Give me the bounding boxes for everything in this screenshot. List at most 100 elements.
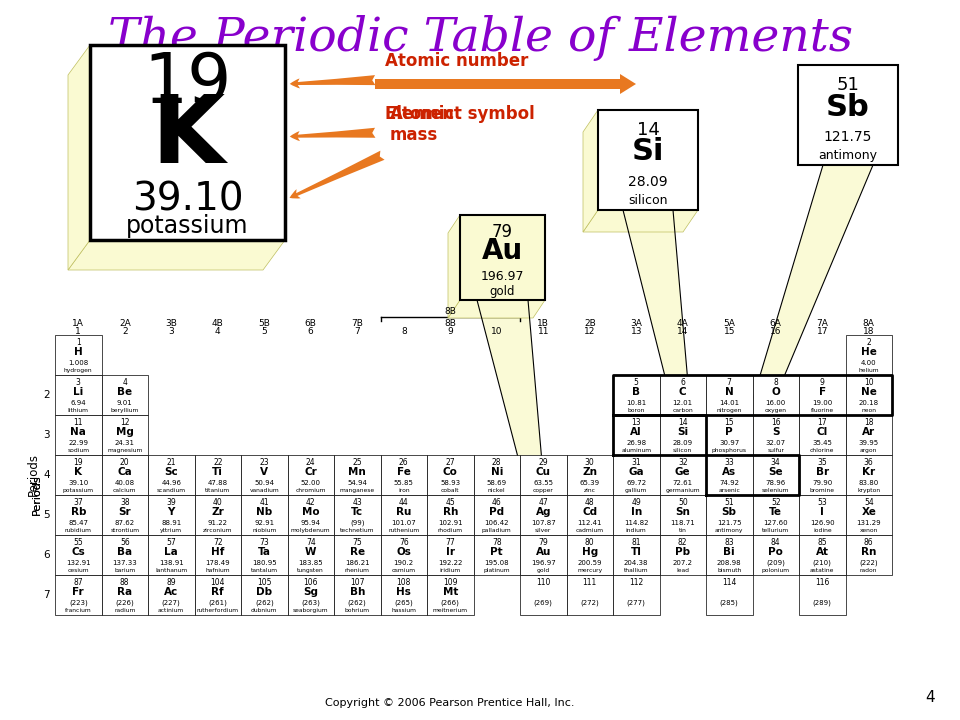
Text: gold: gold	[490, 285, 516, 298]
Text: Nb: Nb	[256, 507, 273, 517]
Text: 12: 12	[120, 418, 130, 427]
Text: osmium: osmium	[392, 567, 416, 572]
Text: 207.2: 207.2	[673, 560, 693, 566]
Text: 28: 28	[492, 458, 501, 467]
Text: Li: Li	[73, 387, 84, 397]
Text: Te: Te	[769, 507, 782, 517]
Text: 110: 110	[536, 577, 550, 587]
Bar	[799, 535, 846, 575]
Bar	[520, 535, 566, 575]
Text: 5A: 5A	[723, 318, 735, 328]
Text: 40.08: 40.08	[114, 480, 134, 486]
Bar	[427, 575, 473, 615]
Text: Mt: Mt	[443, 588, 458, 597]
Text: 6A: 6A	[770, 318, 781, 328]
Bar	[195, 455, 241, 495]
Text: 52.00: 52.00	[300, 480, 321, 486]
Text: neon: neon	[861, 408, 876, 413]
Text: (227): (227)	[162, 600, 180, 606]
Bar	[566, 495, 613, 535]
Text: 58.93: 58.93	[441, 480, 460, 486]
Text: Si: Si	[677, 427, 688, 437]
Bar	[706, 415, 753, 455]
Text: 51: 51	[725, 498, 734, 507]
Text: magnesium: magnesium	[108, 448, 142, 453]
Bar	[55, 575, 102, 615]
Text: niobium: niobium	[252, 528, 276, 533]
Text: 106.42: 106.42	[485, 520, 509, 526]
Text: 114.82: 114.82	[624, 520, 649, 526]
Text: 31: 31	[632, 458, 641, 467]
Text: 75: 75	[352, 538, 362, 546]
Text: 178.49: 178.49	[205, 560, 230, 566]
Bar	[102, 495, 148, 535]
Bar	[473, 535, 520, 575]
Text: 58.69: 58.69	[487, 480, 507, 486]
Text: (272): (272)	[581, 600, 599, 606]
Text: 92.91: 92.91	[254, 520, 275, 526]
Text: 78.96: 78.96	[766, 480, 786, 486]
Bar	[520, 495, 566, 535]
Text: 20.18: 20.18	[858, 400, 878, 406]
Text: (223): (223)	[69, 600, 87, 606]
Text: silicon: silicon	[628, 194, 668, 207]
Text: scandium: scandium	[156, 487, 186, 492]
Text: 73: 73	[259, 538, 269, 546]
Text: iron: iron	[398, 487, 410, 492]
Text: lead: lead	[676, 567, 689, 572]
Text: 137.33: 137.33	[112, 560, 137, 566]
Text: 80: 80	[585, 538, 594, 546]
Text: 4.00: 4.00	[861, 360, 876, 366]
Text: 57: 57	[166, 538, 176, 546]
Text: ruthenium: ruthenium	[388, 528, 420, 533]
Text: nickel: nickel	[488, 487, 506, 492]
Text: hassium: hassium	[392, 608, 417, 613]
Text: 8B: 8B	[444, 307, 456, 317]
Text: (262): (262)	[254, 600, 274, 606]
Text: 9: 9	[820, 378, 825, 387]
Text: 104: 104	[210, 577, 225, 587]
Text: 48: 48	[585, 498, 594, 507]
Text: radium: radium	[114, 608, 135, 613]
Text: Po: Po	[768, 547, 783, 557]
Text: 69.72: 69.72	[626, 480, 646, 486]
Text: C: C	[679, 387, 686, 397]
Bar	[613, 495, 660, 535]
Text: (289): (289)	[813, 600, 831, 606]
Text: Ti: Ti	[212, 467, 223, 477]
Text: antimony: antimony	[819, 148, 877, 161]
Text: 2: 2	[122, 326, 128, 336]
Text: 15: 15	[724, 326, 735, 336]
Bar	[660, 455, 706, 495]
Text: 82: 82	[678, 538, 687, 546]
Text: 39.10: 39.10	[132, 180, 243, 218]
Text: cesium: cesium	[67, 567, 89, 572]
Text: 19: 19	[73, 458, 84, 467]
Bar	[287, 535, 334, 575]
Text: 19: 19	[143, 50, 231, 117]
Text: 204.38: 204.38	[624, 560, 649, 566]
Text: Ni: Ni	[491, 467, 503, 477]
Text: 112.41: 112.41	[578, 520, 602, 526]
Bar	[241, 575, 287, 615]
Text: 14: 14	[678, 418, 687, 427]
Text: actinium: actinium	[158, 608, 184, 613]
Text: bohrium: bohrium	[345, 608, 370, 613]
Text: 83.80: 83.80	[858, 480, 878, 486]
Text: (222): (222)	[859, 559, 878, 566]
Text: 190.2: 190.2	[394, 560, 414, 566]
Polygon shape	[448, 215, 460, 318]
Text: Br: Br	[816, 467, 828, 477]
Text: Sr: Sr	[118, 507, 132, 517]
Text: 195.08: 195.08	[485, 560, 509, 566]
Text: N: N	[725, 387, 733, 397]
Text: manganese: manganese	[340, 487, 374, 492]
Bar	[613, 575, 660, 615]
Text: 33: 33	[725, 458, 734, 467]
Text: Ar: Ar	[862, 427, 876, 437]
Text: 26: 26	[399, 458, 409, 467]
Text: tungsten: tungsten	[298, 567, 324, 572]
Bar	[287, 495, 334, 535]
Text: V: V	[260, 467, 268, 477]
Text: 12: 12	[584, 326, 595, 336]
